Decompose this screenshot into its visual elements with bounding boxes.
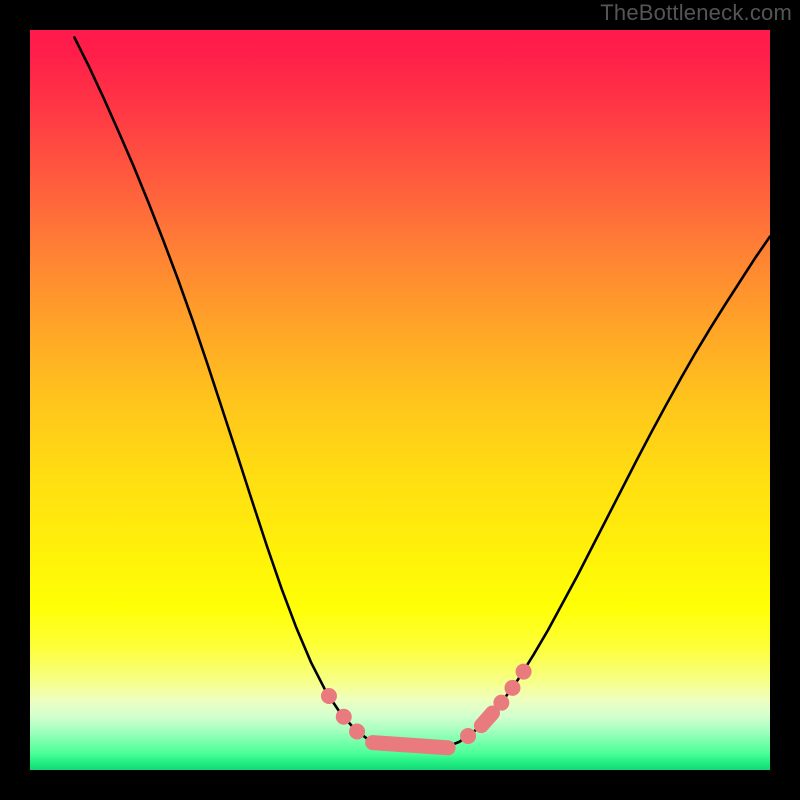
- watermark-text: TheBottleneck.com: [600, 0, 792, 26]
- chart-plot-area: [30, 30, 770, 770]
- highlight-marker: [461, 728, 476, 743]
- chart-svg: [0, 0, 800, 800]
- highlight-marker: [350, 724, 365, 739]
- highlight-marker: [321, 689, 336, 704]
- chart-stage: TheBottleneck.com: [0, 0, 800, 800]
- highlight-capsule: [373, 743, 448, 748]
- highlight-marker: [505, 680, 520, 695]
- highlight-capsule: [481, 713, 492, 726]
- highlight-marker: [516, 664, 531, 679]
- highlight-marker: [494, 695, 509, 710]
- highlight-marker: [336, 709, 351, 724]
